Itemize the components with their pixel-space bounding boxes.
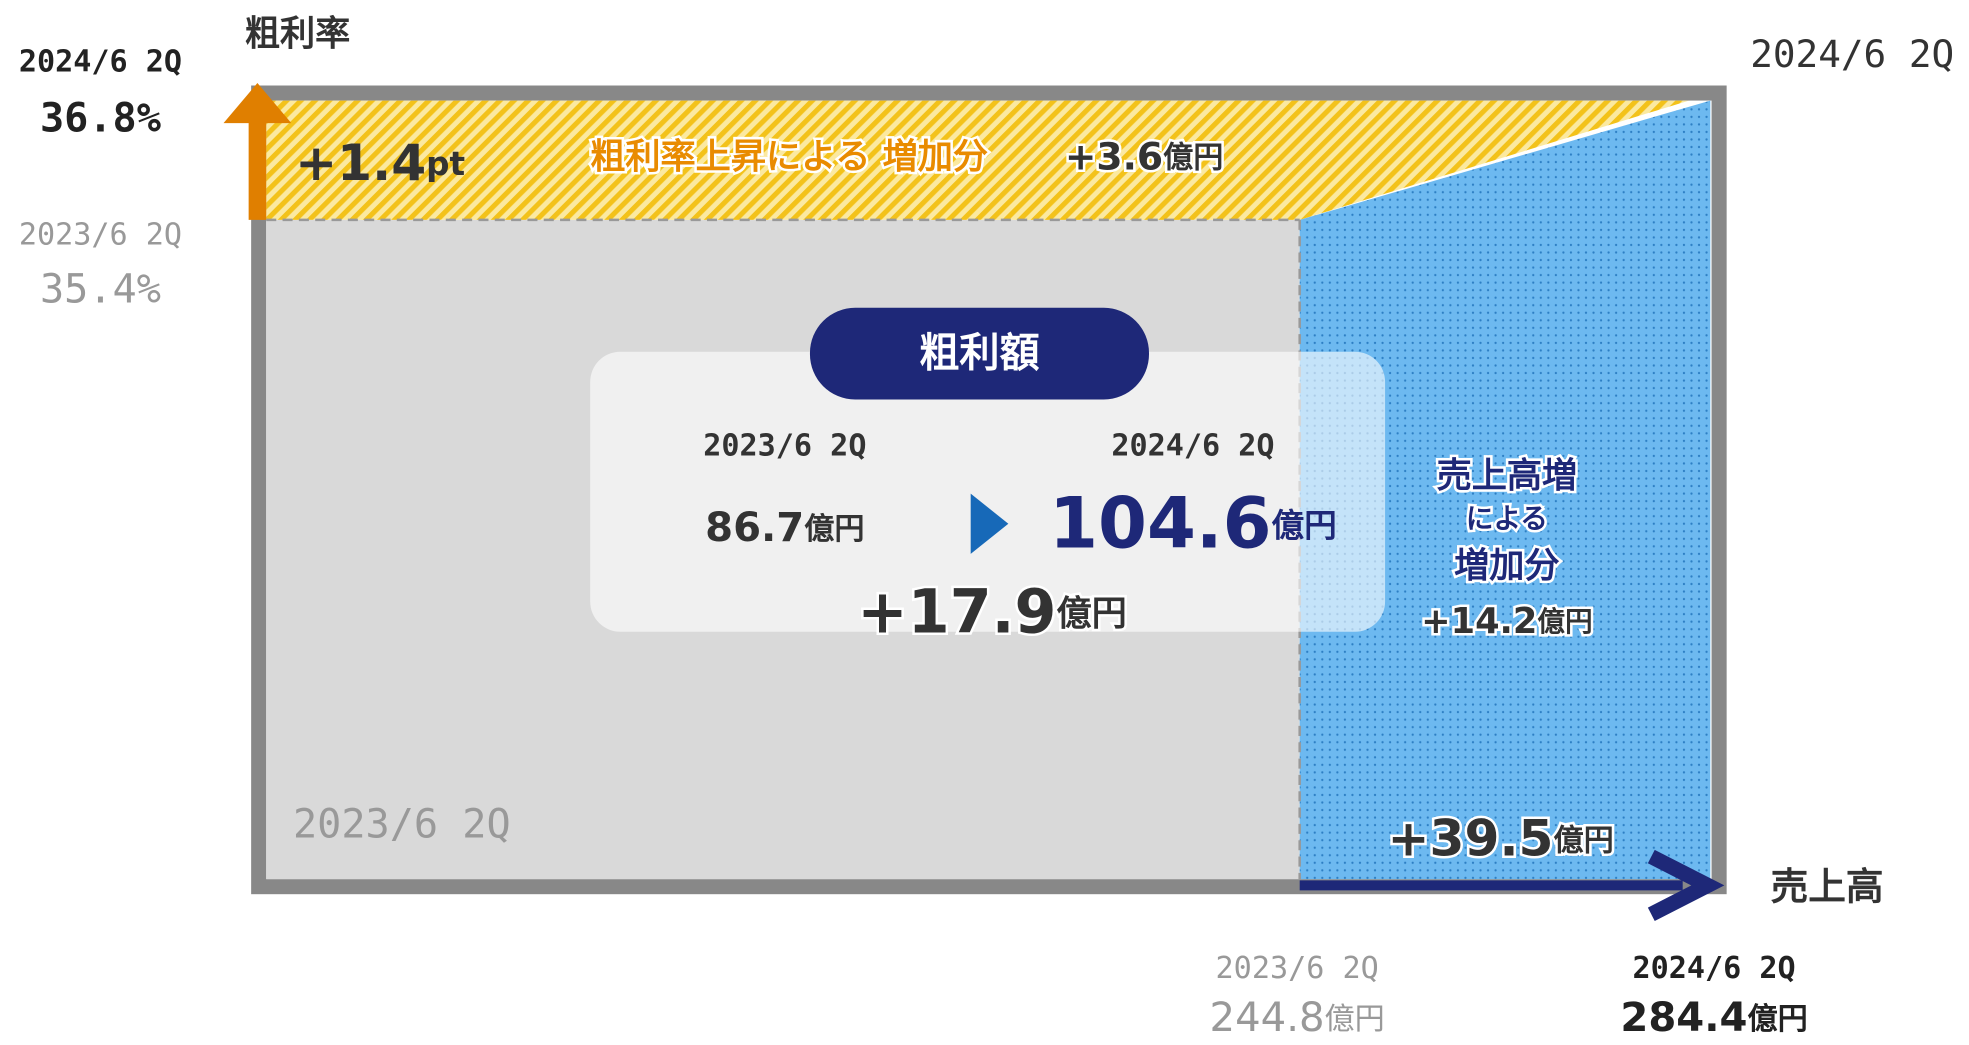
arrow-head [1647,849,1725,921]
value: 86.7億円 [705,505,864,551]
pill-title: 粗利額 [919,330,1040,376]
value: 284.4 [1620,995,1747,1041]
effect-label: 粗利率上昇による 増加分 [590,136,988,177]
change: +39.5億円 [1387,808,1613,867]
unit: 億円 [804,512,864,547]
axis-label: 売上高 [1771,865,1884,909]
period: 2024/6 2Q [1750,32,1954,76]
value: 35.4% [40,266,161,312]
unit: 億円 [1747,1001,1807,1036]
triangle [970,493,1009,554]
margin-area [266,100,1689,220]
effect-value: +3.6億円 [1065,134,1224,178]
unit: 億円 [1163,140,1223,175]
effect-label: による [1466,502,1548,535]
value: +1.4 [295,132,426,191]
value: 104.6 [1049,482,1271,564]
unit: 億円 [1537,605,1592,638]
period: 2024/6 2Q [1632,951,1795,986]
period: 2023/6 2Q [1216,951,1379,986]
center-box [590,351,1386,632]
value: +39.5 [1387,808,1553,867]
axis-label: 粗利率 [245,13,350,54]
value: +3.6 [1065,134,1163,178]
value: +14.2 [1421,601,1537,642]
period: 2023/6 2Q [703,429,866,464]
frame [251,85,1727,895]
change: +17.9億円 [857,577,1127,647]
period: 2023/6 2Q [293,801,511,847]
unit: pt [426,145,465,183]
unit: 億円 [1325,1001,1385,1036]
unit: 億円 [1553,823,1613,858]
effect-label: 売上高増 [1437,455,1578,496]
value: 104.6億円 [1049,482,1337,564]
value: 284.4億円 [1620,995,1807,1041]
arrow-head [223,82,292,124]
value: 36.8% [40,96,161,142]
change: +1.4pt [295,132,465,191]
pill [809,307,1150,400]
period: 2023/6 2Q [19,218,182,253]
value: 244.8 [1210,995,1325,1041]
sales-area [1299,100,1711,880]
unit: 億円 [1056,593,1126,634]
value: +17.9 [857,577,1056,647]
effect-label: 増加分 [1454,546,1559,587]
value: 86.7 [705,505,804,551]
period: 2024/6 2Q [1111,429,1274,464]
period: 2024/6 2Q [19,44,182,79]
value: 244.8億円 [1210,995,1385,1041]
effect-value: +14.2億円 [1421,601,1592,642]
unit: 億円 [1272,507,1337,545]
